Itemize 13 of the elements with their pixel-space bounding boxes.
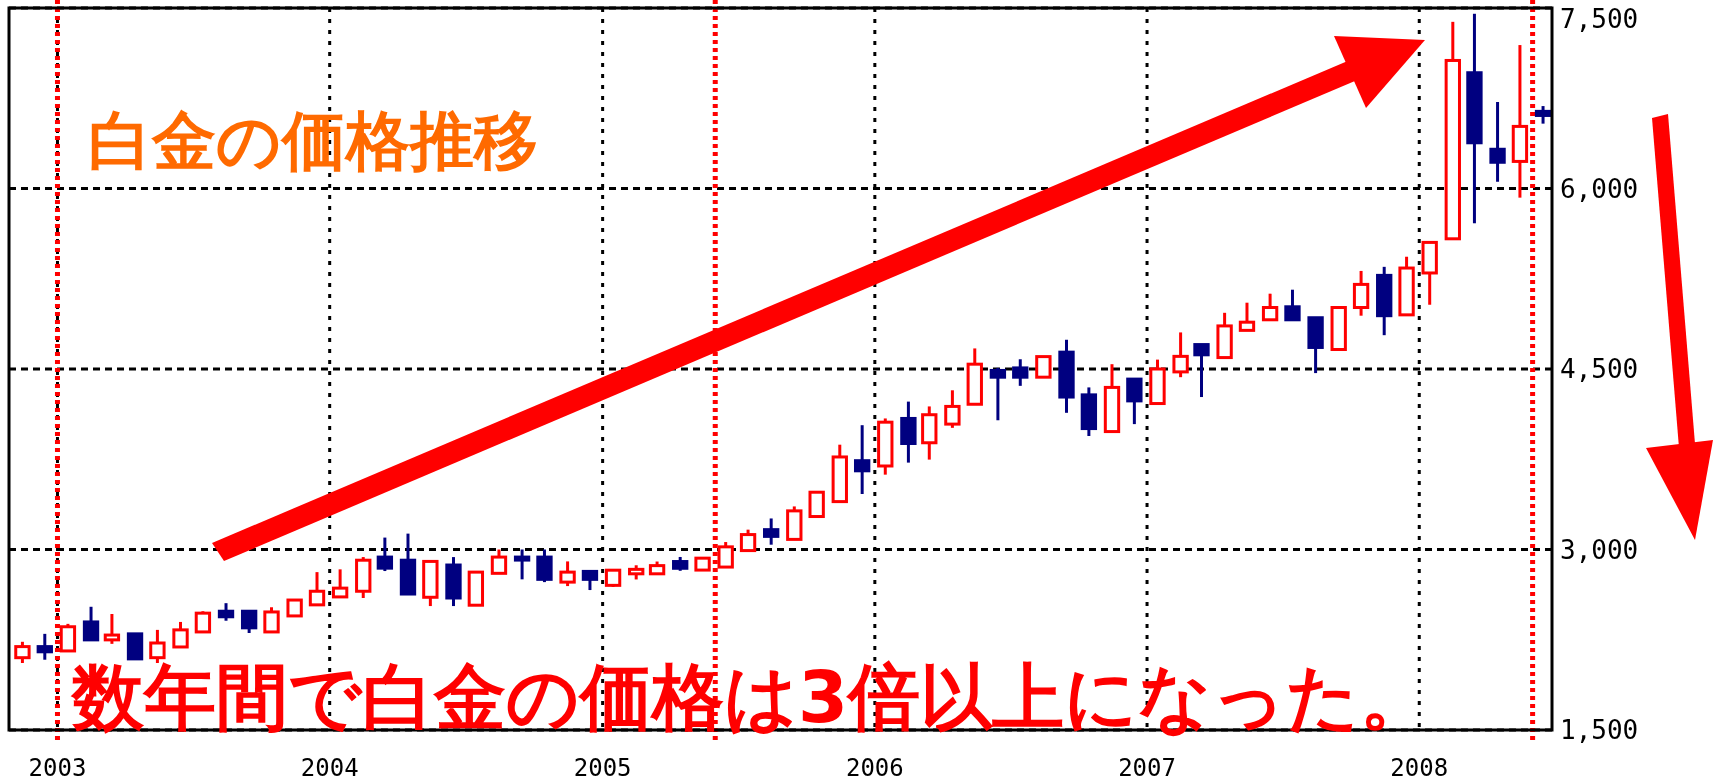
text: 白金の価格推移 (88, 104, 538, 178)
y-tick-label: 1,500 (1560, 715, 1639, 745)
annotation: 数年間で白金の価格は3倍以上になった。 (70, 655, 1433, 739)
x-tick-label: 2006 (845, 754, 904, 782)
x-tick-label: 2007 (1118, 754, 1176, 782)
y-tick-label: 4,500 (1560, 354, 1639, 384)
x-tick-label: 2003 (28, 754, 87, 782)
y-tick-label: 6,000 (1560, 173, 1639, 204)
x-tick-label: 2005 (573, 754, 632, 782)
y-tick-label: 7,500 (1560, 4, 1639, 34)
y-tick-label: 3,000 (1560, 534, 1639, 565)
x-tick-label: 2008 (1390, 754, 1449, 782)
x-tick-label: 2004 (300, 754, 359, 782)
